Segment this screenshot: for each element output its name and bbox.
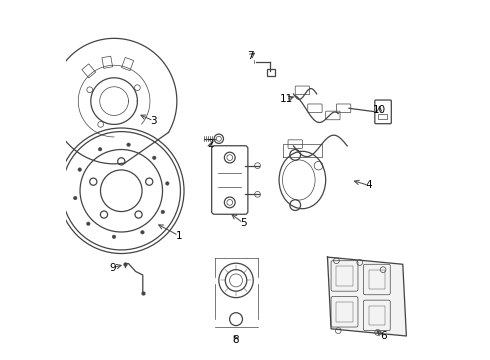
Bar (368, 306, 385, 325)
Bar (337, 302, 353, 321)
Text: 7: 7 (247, 51, 254, 61)
Bar (122, 58, 134, 71)
Text: 6: 6 (380, 331, 387, 341)
Circle shape (78, 168, 81, 171)
Text: 1: 1 (175, 231, 182, 240)
Text: 3: 3 (150, 116, 157, 126)
Bar (378, 114, 388, 119)
Circle shape (112, 235, 116, 239)
Bar (337, 266, 353, 286)
Circle shape (152, 156, 156, 159)
Text: 4: 4 (366, 180, 372, 190)
Text: 2: 2 (208, 139, 214, 149)
Text: 9: 9 (109, 263, 116, 273)
Bar (82, 64, 96, 78)
Circle shape (141, 230, 144, 234)
Polygon shape (327, 257, 406, 336)
Bar (368, 270, 385, 289)
Circle shape (127, 143, 130, 147)
Text: 11: 11 (280, 94, 293, 104)
Bar (267, 69, 275, 76)
Circle shape (87, 222, 90, 225)
Bar (102, 56, 113, 68)
Text: 5: 5 (240, 218, 246, 228)
Circle shape (74, 196, 77, 200)
Text: 8: 8 (233, 334, 239, 345)
Circle shape (161, 210, 165, 214)
Circle shape (166, 182, 169, 185)
Circle shape (98, 148, 102, 151)
Text: 10: 10 (373, 105, 386, 115)
